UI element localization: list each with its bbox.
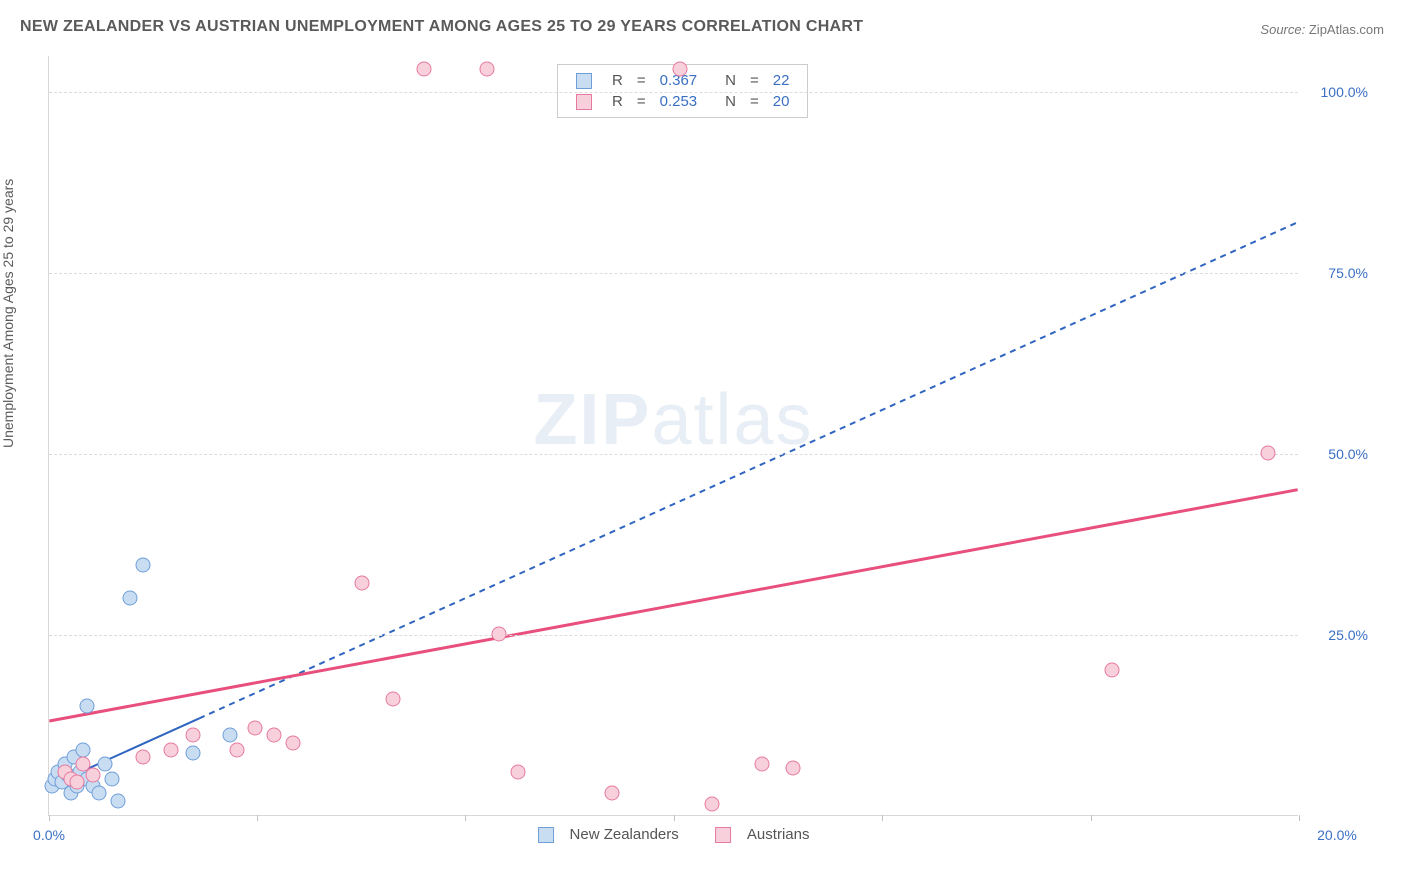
gridline [49, 635, 1298, 636]
n-letter: N [719, 71, 742, 90]
data-point [76, 742, 91, 757]
y-tick-label: 50.0% [1308, 446, 1368, 462]
data-point [267, 728, 282, 743]
data-point [417, 62, 432, 77]
data-point [754, 757, 769, 772]
stats-row-series-2: R = 0.253 N = 20 [570, 92, 795, 111]
legend-swatch-icon [576, 94, 592, 110]
watermark: ZIPatlas [533, 379, 813, 461]
data-point [248, 721, 263, 736]
n-letter: N [719, 92, 742, 111]
bottom-legend: New Zealanders Austrians [522, 826, 826, 843]
gridline [49, 454, 1298, 455]
x-tick-mark [257, 815, 258, 821]
data-point [1260, 446, 1275, 461]
r-letter: R [606, 71, 629, 90]
data-point [135, 558, 150, 573]
data-point [163, 742, 178, 757]
data-point [229, 742, 244, 757]
r-letter: R [606, 92, 629, 111]
data-point [785, 760, 800, 775]
y-tick-label: 25.0% [1308, 627, 1368, 643]
trend-lines-layer [49, 56, 1298, 815]
data-point [479, 62, 494, 77]
legend-swatch-icon [715, 827, 731, 843]
eq-sign: = [631, 92, 652, 111]
data-point [354, 576, 369, 591]
x-tick-label: 0.0% [33, 827, 65, 843]
y-tick-label: 75.0% [1308, 265, 1368, 281]
n-value: 22 [767, 71, 796, 90]
data-point [79, 699, 94, 714]
x-tick-label: 20.0% [1317, 827, 1357, 843]
source-value: ZipAtlas.com [1309, 22, 1384, 37]
legend-swatch-icon [576, 73, 592, 89]
data-point [85, 768, 100, 783]
x-tick-mark [882, 815, 883, 821]
plot-area: ZIPatlas R = 0.367 N = 22 R = 0.253 N = [48, 56, 1298, 816]
data-point [70, 775, 85, 790]
eq-sign: = [744, 71, 765, 90]
x-tick-mark [465, 815, 466, 821]
eq-sign: = [744, 92, 765, 111]
data-point [98, 757, 113, 772]
data-point [185, 728, 200, 743]
data-point [285, 735, 300, 750]
data-point [604, 786, 619, 801]
trend-line [199, 222, 1298, 718]
data-point [673, 62, 688, 77]
chart-title: NEW ZEALANDER VS AUSTRIAN UNEMPLOYMENT A… [20, 18, 863, 36]
data-point [92, 786, 107, 801]
r-value: 0.253 [654, 92, 704, 111]
x-tick-mark [1299, 815, 1300, 821]
data-point [110, 793, 125, 808]
data-point [385, 692, 400, 707]
data-point [492, 627, 507, 642]
y-tick-label: 100.0% [1308, 84, 1368, 100]
data-point [704, 797, 719, 812]
source-attribution: Source: ZipAtlas.com [1260, 22, 1384, 37]
y-axis-label: Unemployment Among Ages 25 to 29 years [0, 179, 16, 448]
source-label: Source: [1260, 22, 1305, 37]
gridline [49, 92, 1298, 93]
gridline [49, 273, 1298, 274]
watermark-bold: ZIP [533, 380, 651, 460]
legend-label: Austrians [747, 826, 810, 843]
trend-line [49, 490, 1297, 721]
data-point [510, 764, 525, 779]
data-point [123, 590, 138, 605]
data-point [223, 728, 238, 743]
data-point [185, 746, 200, 761]
x-tick-mark [1091, 815, 1092, 821]
legend-label: New Zealanders [570, 826, 679, 843]
n-value: 20 [767, 92, 796, 111]
legend-swatch-icon [538, 827, 554, 843]
x-tick-mark [49, 815, 50, 821]
data-point [104, 771, 119, 786]
data-point [135, 750, 150, 765]
x-tick-mark [674, 815, 675, 821]
watermark-light: atlas [651, 380, 813, 460]
data-point [1104, 663, 1119, 678]
eq-sign: = [631, 71, 652, 90]
